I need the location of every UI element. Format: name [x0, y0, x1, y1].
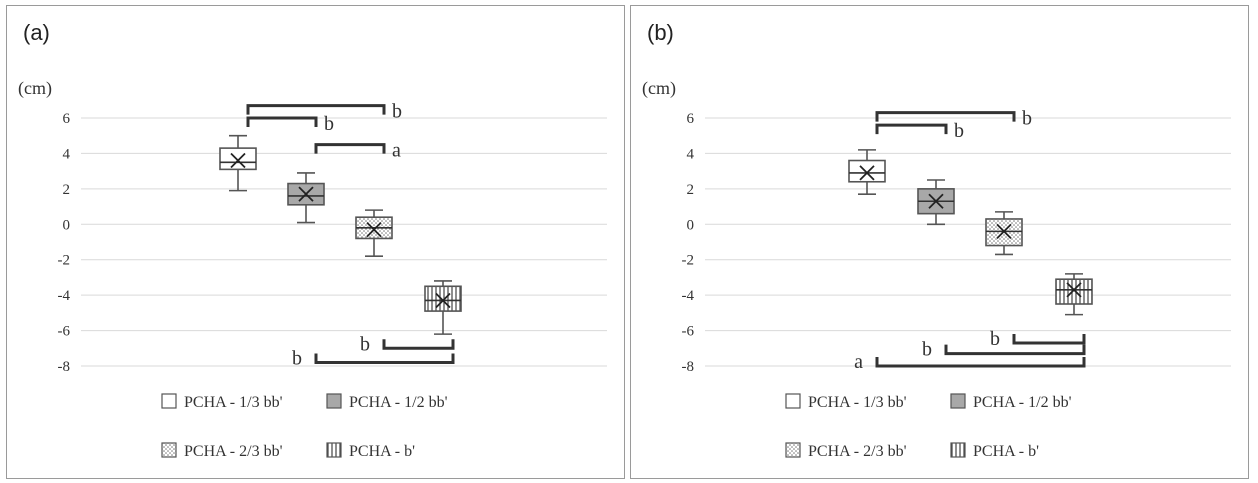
- legend-swatch: [951, 443, 965, 457]
- y-tick-label: 0: [687, 217, 695, 233]
- significance-label: b: [360, 333, 370, 355]
- significance-bracket: [877, 125, 946, 134]
- significance-bracket: [316, 145, 384, 154]
- significance-bracket: [248, 118, 316, 127]
- significance-label: b: [324, 113, 334, 135]
- box-plot-1: [849, 150, 885, 194]
- legend-label: PCHA - 2/3 bb': [808, 443, 907, 460]
- y-tick-label: -2: [682, 253, 695, 269]
- iqr-box: [849, 161, 885, 182]
- y-tick-label: -6: [682, 324, 695, 340]
- legend-item-3: PCHA - 2/3 bb': [786, 443, 907, 460]
- legend-swatch: [786, 443, 800, 457]
- significance-bracket: [384, 339, 453, 348]
- y-tick-label: -8: [58, 359, 71, 375]
- box-plot-4: [425, 281, 461, 334]
- box-plot-2: [288, 173, 324, 223]
- significance-bracket: [877, 113, 1014, 122]
- legend-label: PCHA - 1/3 bb': [184, 394, 283, 411]
- legend-item-4: PCHA - b': [951, 443, 1039, 460]
- legend-label: PCHA - 1/3 bb': [808, 394, 907, 411]
- legend-label: PCHA - 2/3 bb': [184, 443, 283, 460]
- y-tick-label: 6: [687, 111, 695, 127]
- legend-swatch: [327, 443, 341, 457]
- legend-swatch: [786, 394, 800, 408]
- legend-item-1: PCHA - 1/3 bb': [786, 394, 907, 411]
- box-plot-2: [918, 180, 954, 224]
- y-tick-label: -4: [682, 288, 695, 304]
- significance-bracket: [946, 345, 1084, 354]
- legend-label: PCHA - 1/2 bb': [349, 394, 448, 411]
- panel-b-chart: (b) (cm) 6 4 2 0 -2 -4 -6 -8 b b b b a PCHA - 1/3 bb' PC…: [631, 6, 1248, 478]
- legend-item-2: PCHA - 1/2 bb': [951, 394, 1072, 411]
- significance-label: b: [990, 328, 1000, 350]
- legend-label: PCHA - b': [973, 443, 1039, 460]
- box-plot-3: [986, 212, 1022, 255]
- significance-label: b: [922, 339, 932, 361]
- y-tick-label: -4: [58, 288, 71, 304]
- y-tick-label: -8: [682, 359, 695, 375]
- y-tick-label: 2: [687, 182, 695, 198]
- significance-bracket: [877, 357, 1084, 366]
- y-axis-unit-label: (cm): [18, 78, 52, 99]
- panel-label: (b): [647, 20, 674, 45]
- box-plot-4: [1056, 274, 1092, 315]
- legend-swatch: [951, 394, 965, 408]
- y-tick-label: -6: [58, 324, 71, 340]
- significance-label: b: [954, 120, 964, 142]
- panel-a-frame: (a) (cm) 6 4 2 0 -2 -4 -6 -8 b b a b b PCHA - 1/3 bb' PC…: [6, 5, 625, 479]
- significance-bracket: [1014, 334, 1084, 343]
- y-axis-unit-label: (cm): [642, 78, 676, 99]
- y-tick-label: 4: [687, 146, 695, 162]
- y-tick-label: 4: [63, 146, 71, 162]
- significance-bracket: [248, 106, 384, 115]
- y-tick-label: 2: [63, 182, 71, 198]
- legend-swatch: [162, 443, 176, 457]
- panel-label: (a): [23, 20, 50, 45]
- legend-item-4: PCHA - b': [327, 443, 415, 460]
- significance-bracket: [316, 353, 453, 362]
- iqr-box: [425, 286, 461, 311]
- legend-label: PCHA - 1/2 bb': [973, 394, 1072, 411]
- legend-label: PCHA - b': [349, 443, 415, 460]
- y-tick-label: 6: [63, 111, 71, 127]
- legend-swatch: [162, 394, 176, 408]
- panel-b-frame: (b) (cm) 6 4 2 0 -2 -4 -6 -8 b b b b a PCHA - 1/3 bb' PC…: [630, 5, 1249, 479]
- legend-item-2: PCHA - 1/2 bb': [327, 394, 448, 411]
- y-tick-label: 0: [63, 217, 71, 233]
- significance-label: a: [854, 351, 863, 373]
- iqr-box: [1056, 279, 1092, 304]
- significance-label: b: [392, 101, 402, 123]
- y-tick-label: -2: [58, 253, 71, 269]
- box-plot-3: [356, 210, 392, 256]
- iqr-box: [220, 148, 256, 169]
- box-plot-1: [220, 136, 256, 191]
- legend-item-1: PCHA - 1/3 bb': [162, 394, 283, 411]
- legend-swatch: [327, 394, 341, 408]
- legend-item-3: PCHA - 2/3 bb': [162, 443, 283, 460]
- significance-label: b: [292, 347, 302, 369]
- significance-label: b: [1022, 108, 1032, 130]
- significance-label: a: [392, 140, 401, 162]
